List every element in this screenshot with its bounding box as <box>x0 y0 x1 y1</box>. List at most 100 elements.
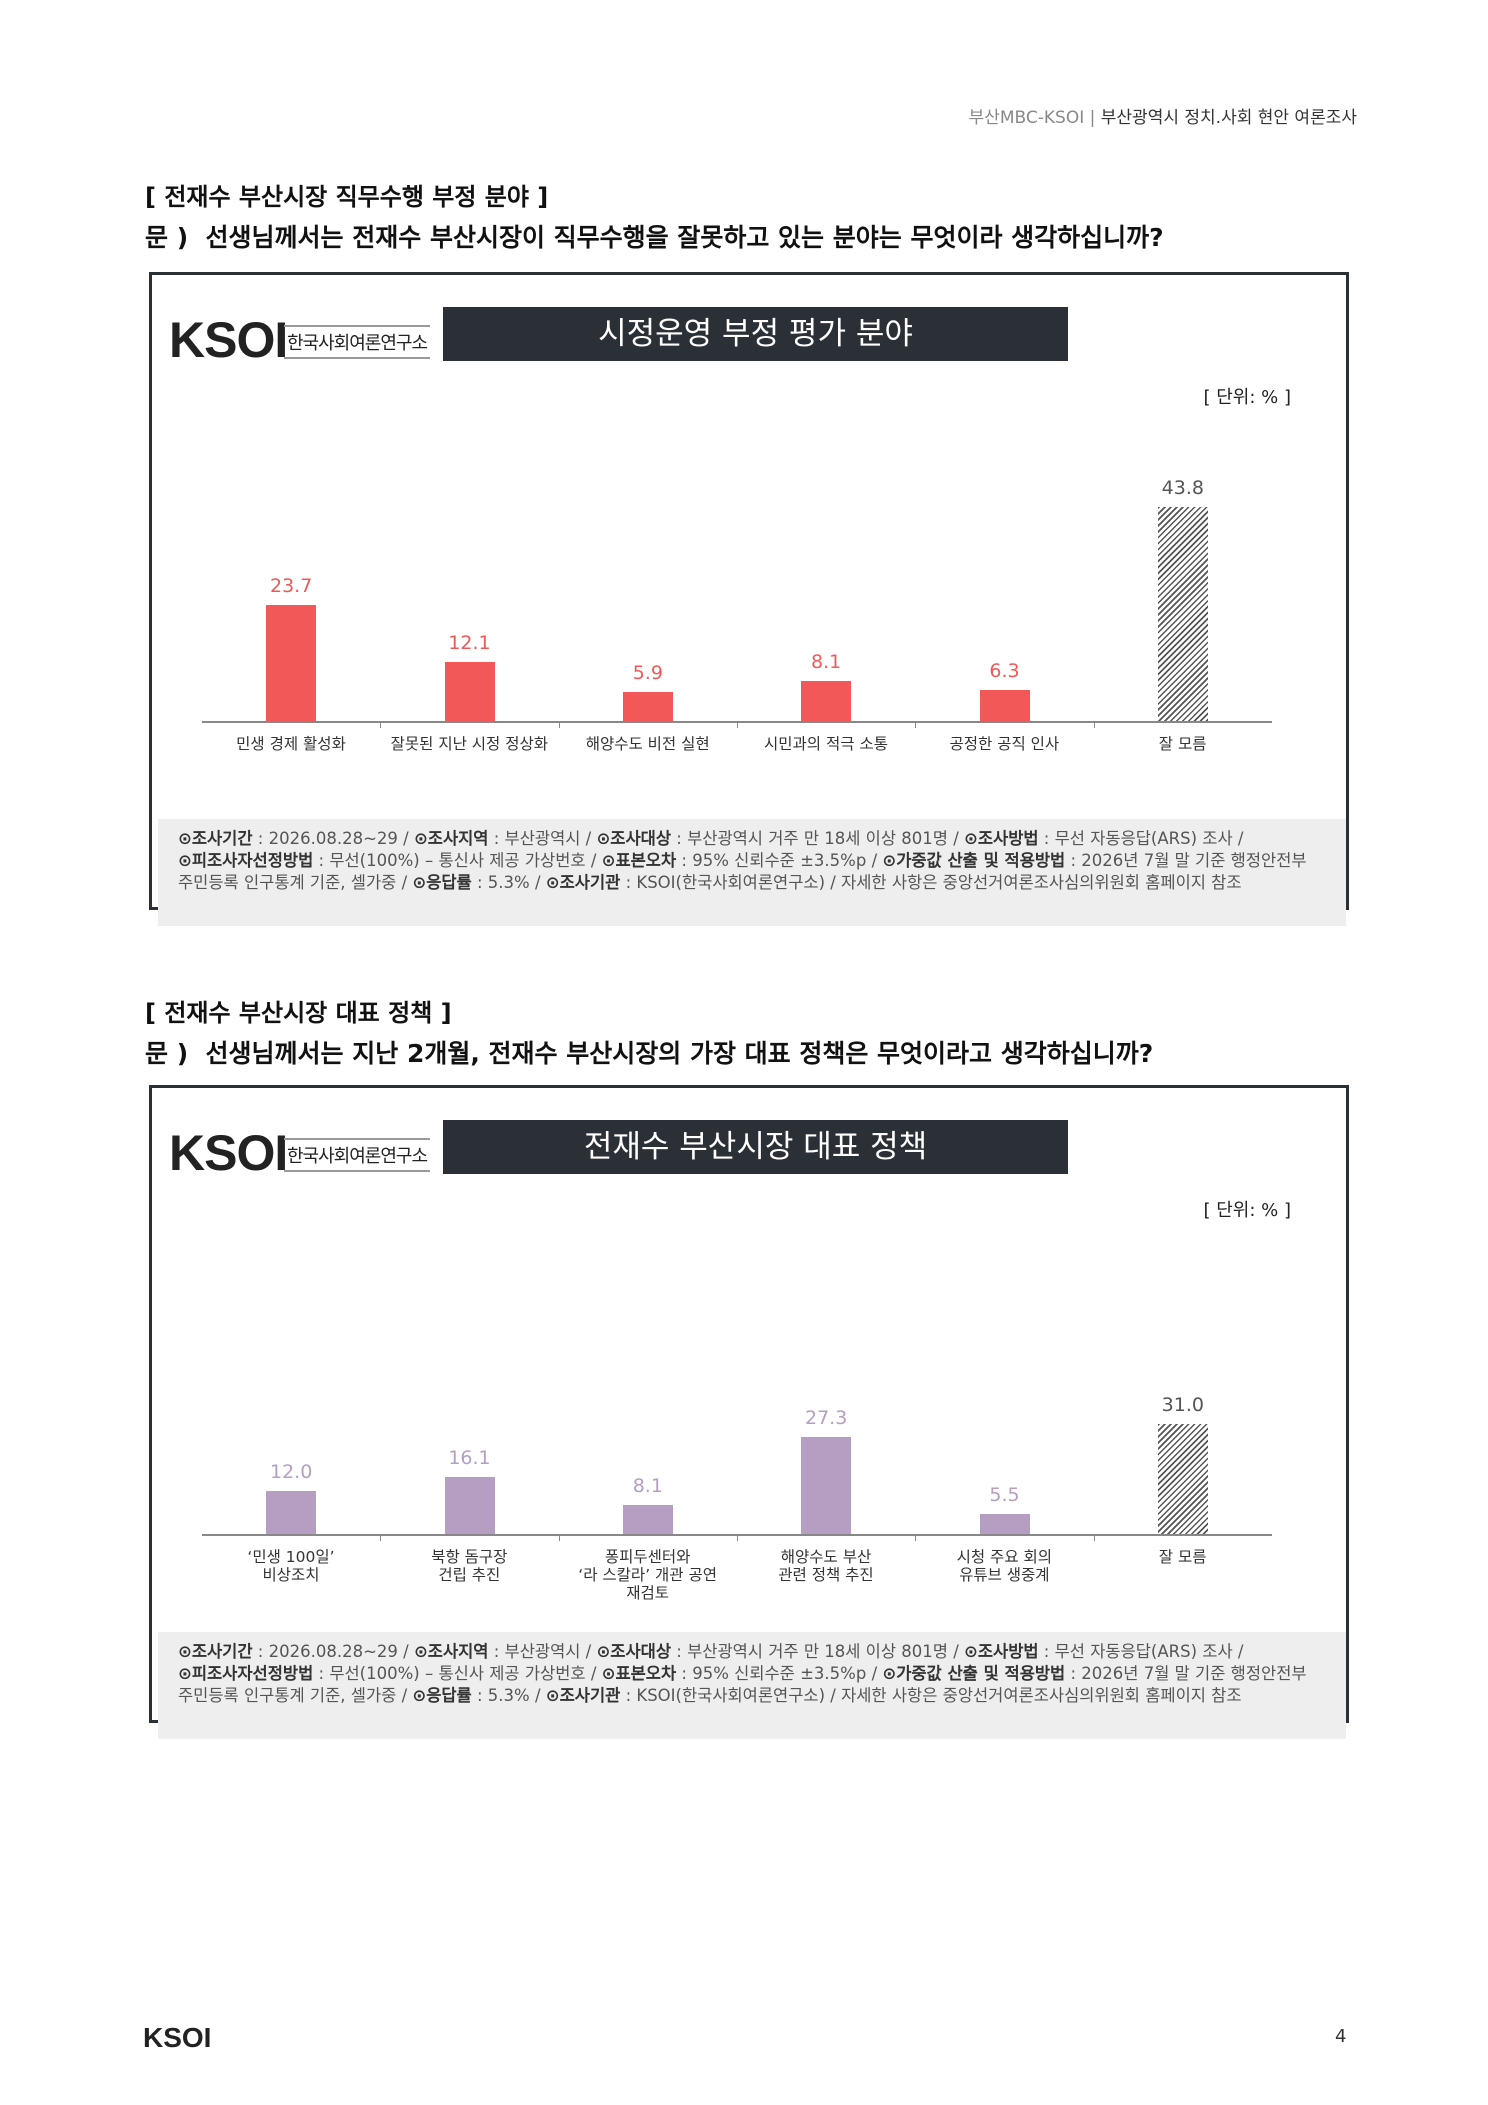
note-label: ⊙가중값 산출 및 적용방법 <box>882 1664 1066 1683</box>
note-label: ⊙조사방법 <box>964 829 1039 848</box>
category-label: 잘 모름 <box>1158 735 1207 753</box>
category-label: 잘 모름 <box>1158 1548 1207 1566</box>
value-label: 5.5 <box>989 1484 1020 1507</box>
category-label: 시민과의 적극 소통 <box>764 735 888 753</box>
note-text: : 2026.08.28~29 / <box>252 829 414 848</box>
note-text: : 95% 신뢰수준 ±3.5%p / <box>676 851 883 870</box>
value-label: 5.9 <box>632 662 663 685</box>
axis-tick <box>915 1534 917 1541</box>
note-text: : 부산광역시 / <box>488 1642 597 1661</box>
note-label: ⊙피조사자선정방법 <box>178 851 314 870</box>
axis-tick <box>380 1534 382 1541</box>
bar <box>979 1514 1030 1534</box>
survey-notes: ⊙조사기간 : 2026.08.28~29 / ⊙조사지역 : 부산광역시 / … <box>158 819 1346 926</box>
page-header: 부산MBC-KSOI | 부산광역시 정치.사회 현안 여론조사 <box>969 103 1357 128</box>
category-label: 해양수도 비전 실현 <box>585 735 710 753</box>
note-label: ⊙조사기관 <box>545 1686 621 1705</box>
axis-tick <box>1093 721 1095 728</box>
category-label: 퐁피두센터와 ‘라 스칼라’ 개관 공연 재검토 <box>578 1548 718 1602</box>
bar <box>444 1476 495 1534</box>
bar <box>1157 1424 1208 1534</box>
value-label: 16.1 <box>448 1446 491 1469</box>
note-text: : 5.3% / <box>471 873 546 892</box>
bar <box>1157 507 1208 721</box>
header-left: 부산MBC-KSOI <box>968 108 1085 128</box>
note-label: ⊙피조사자선정방법 <box>178 1664 314 1683</box>
axis-tick <box>558 1534 560 1541</box>
note-text: : 95% 신뢰수준 ±3.5%p / <box>676 1664 883 1683</box>
bar <box>444 661 495 721</box>
axis-tick <box>380 721 382 728</box>
question: 문 ) 선생님께서는 지난 2개월, 전재수 부산시장의 가장 대표 정책은 무… <box>145 1039 1154 1068</box>
note-text: 주민등록 인구통계 기준, 셀가중 / <box>178 1686 413 1705</box>
note-text: : 부산광역시 거주 만 18세 이상 801명 / <box>671 1642 965 1661</box>
note-text: : 2026.08.28~29 / <box>252 1642 414 1661</box>
chart-title: 전재수 부산시장 대표 정책 <box>443 1120 1068 1174</box>
footer-logo: KSOI <box>143 2022 212 2053</box>
note-text: : KSOI(한국사회여론연구소) / 자세한 사항은 중앙선거여론조사심의위원… <box>620 1686 1242 1705</box>
note-label: ⊙응답률 <box>412 1686 472 1705</box>
bar <box>266 1491 317 1534</box>
value-label: 8.1 <box>632 1475 663 1498</box>
note-line: ⊙피조사자선정방법 : 무선(100%) – 통신사 제공 가상번호 / ⊙표본… <box>178 847 1307 871</box>
note-text: : 부산광역시 / <box>488 829 597 848</box>
bar <box>622 1505 673 1534</box>
note-text: 주민등록 인구통계 기준, 셀가중 / <box>178 873 413 892</box>
note-label: ⊙조사기간 <box>178 1642 253 1661</box>
category-label: 공정한 공직 인사 <box>949 735 1060 753</box>
axis-tick <box>1093 1534 1095 1541</box>
value-label: 43.8 <box>1161 477 1204 499</box>
category-label: 민생 경제 활성화 <box>236 735 346 753</box>
value-label: 12.1 <box>448 631 491 654</box>
logo-name: 한국사회여론연구소 <box>284 325 431 359</box>
logo-mark: KSOI <box>169 1125 288 1181</box>
bar <box>622 692 673 721</box>
question: 문 ) 선생님께서는 전재수 부산시장이 직무수행을 잘못하고 있는 분야는 무… <box>145 223 1164 252</box>
category-label: 시청 주요 회의 유튜브 생중계 <box>956 1548 1053 1584</box>
chart-panel: KSOI 한국사회여론연구소 전재수 부산시장 대표 정책 [ 단위: % ] 12.0… <box>149 1085 1349 1739</box>
note-label: ⊙조사대상 <box>596 829 672 848</box>
note-label: ⊙조사기간 <box>178 829 253 848</box>
survey-notes: ⊙조사기간 : 2026.08.28~29 / ⊙조사지역 : 부산광역시 / … <box>158 1632 1346 1739</box>
value-label: 6.3 <box>989 660 1020 683</box>
note-text: : 무선 자동응답(ARS) 조사 / <box>1038 1642 1244 1661</box>
bar <box>801 1437 852 1534</box>
axis-tick <box>558 721 560 728</box>
bar <box>801 681 852 721</box>
axis-tick <box>737 721 738 728</box>
note-text: : 2026년 7월 말 기준 행정안전부 <box>1065 1664 1307 1683</box>
value-label: 8.1 <box>811 651 842 674</box>
chart-panel: KSOI 한국사회여론연구소 시정운영 부정 평가 분야 [ 단위: % ] 23.7 민… <box>149 272 1349 926</box>
note-label: ⊙조사대상 <box>596 1642 672 1661</box>
category-label: ‘민생 100일’ 비상조치 <box>247 1548 335 1584</box>
note-label: ⊙응답률 <box>412 873 472 892</box>
bar <box>979 690 1030 721</box>
category-label: 잘못된 지난 시정 정상화 <box>390 735 549 753</box>
note-line: 주민등록 인구통계 기준, 셀가중 / ⊙응답률 : 5.3% / ⊙조사기관 … <box>178 869 1242 893</box>
note-text: : 부산광역시 거주 만 18세 이상 801명 / <box>671 829 965 848</box>
page-number: 4 <box>1335 2026 1347 2047</box>
note-label: ⊙조사지역 <box>413 1642 489 1661</box>
note-text: : 무선 자동응답(ARS) 조사 / <box>1038 829 1244 848</box>
note-label: ⊙조사기관 <box>545 873 621 892</box>
axis-tick <box>915 721 917 728</box>
value-label: 12.0 <box>270 1461 313 1484</box>
unit-label: [ 단위: % ] <box>1203 1200 1292 1221</box>
category-label: 해양수도 부산 관련 정책 추진 <box>778 1548 874 1584</box>
section-heading: [ 전재수 부산시장 직무수행 부정 분야 ] <box>145 183 549 211</box>
note-label: ⊙조사지역 <box>413 829 489 848</box>
header-sep: | <box>1089 108 1096 128</box>
logo-mark: KSOI <box>169 312 288 368</box>
note-text: : 무선(100%) – 통신사 제공 가상번호 / <box>313 1664 602 1683</box>
value-label: 31.0 <box>1161 1394 1204 1416</box>
note-text: : 무선(100%) – 통신사 제공 가상번호 / <box>313 851 602 870</box>
category-label: 북항 돔구장 건립 추진 <box>431 1548 508 1584</box>
note-label: ⊙조사방법 <box>964 1642 1039 1661</box>
chart-title: 시정운영 부정 평가 분야 <box>443 307 1068 361</box>
note-text: : 2026년 7월 말 기준 행정안전부 <box>1065 851 1307 870</box>
note-label: ⊙가중값 산출 및 적용방법 <box>882 851 1066 870</box>
note-line: ⊙조사기간 : 2026.08.28~29 / ⊙조사지역 : 부산광역시 / … <box>178 1638 1243 1662</box>
value-label: 23.7 <box>270 575 313 598</box>
note-line: ⊙피조사자선정방법 : 무선(100%) – 통신사 제공 가상번호 / ⊙표본… <box>178 1660 1307 1684</box>
